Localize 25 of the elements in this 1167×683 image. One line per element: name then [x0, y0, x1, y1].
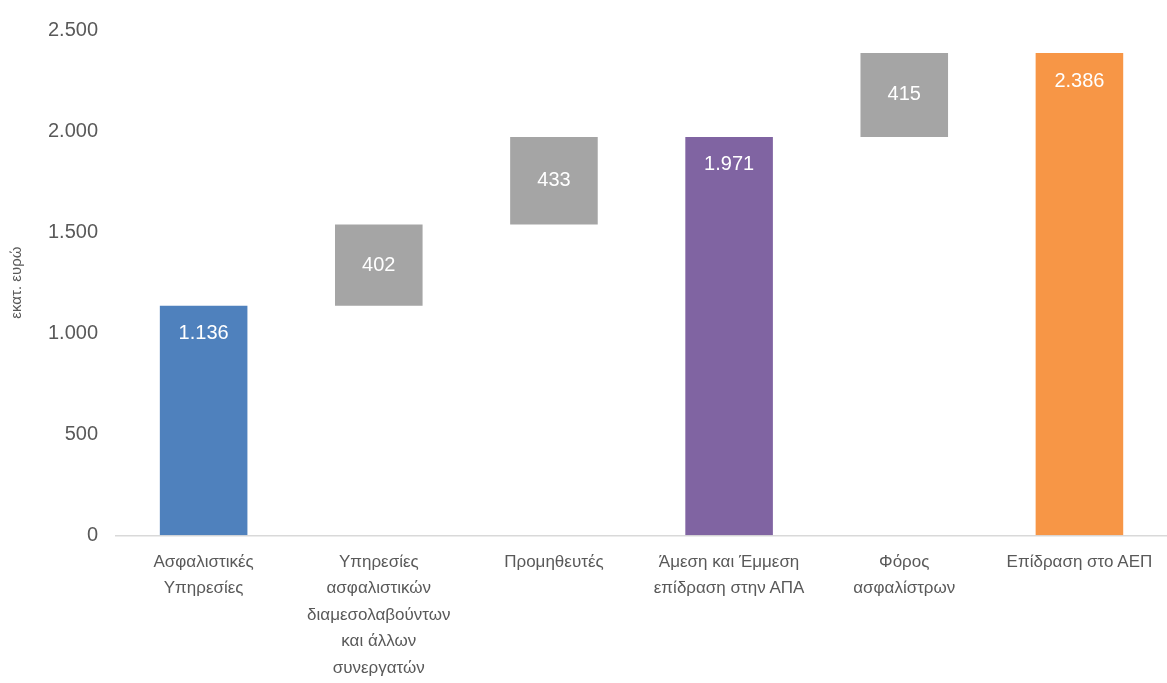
- y-axis-title: εκατ. ευρώ: [7, 246, 25, 319]
- x-tick-label: Ασφαλιστικές Υπηρεσίες: [153, 552, 254, 598]
- data-label: 1.971: [704, 152, 755, 175]
- data-label: 2.386: [1054, 68, 1105, 91]
- y-tick-label: 2.000: [47, 118, 99, 141]
- x-tick-label: Άμεση και Έμμεση επίδραση στην ΑΠΑ: [653, 552, 806, 598]
- y-tick-label: 2.500: [47, 17, 99, 40]
- bar: [335, 224, 423, 306]
- bar: [685, 136, 773, 536]
- x-tick-label: Υπηρεσίες ασφαλιστικών διαμεσολαβούντων και άλλων συνεργατών: [307, 552, 451, 677]
- data-label: 415: [887, 82, 921, 105]
- x-tick-label: Επίδραση στο ΑΕΠ: [1006, 552, 1153, 572]
- data-label: 402: [362, 252, 396, 275]
- x-tick-label: Προμηθευτές: [504, 552, 604, 572]
- x-tick-label: Φόρος ασφαλίστρων: [853, 552, 956, 598]
- y-tick-label: 0: [86, 522, 99, 545]
- y-tick-label: 1.500: [47, 219, 99, 242]
- data-label: 433: [537, 168, 571, 191]
- bar: [860, 53, 949, 137]
- bar: [1035, 53, 1124, 536]
- bar: [159, 305, 248, 536]
- y-tick-label: 1.000: [47, 320, 99, 343]
- data-label: 1.136: [178, 321, 229, 344]
- bar: [510, 136, 598, 225]
- y-tick-label: 500: [64, 421, 99, 444]
